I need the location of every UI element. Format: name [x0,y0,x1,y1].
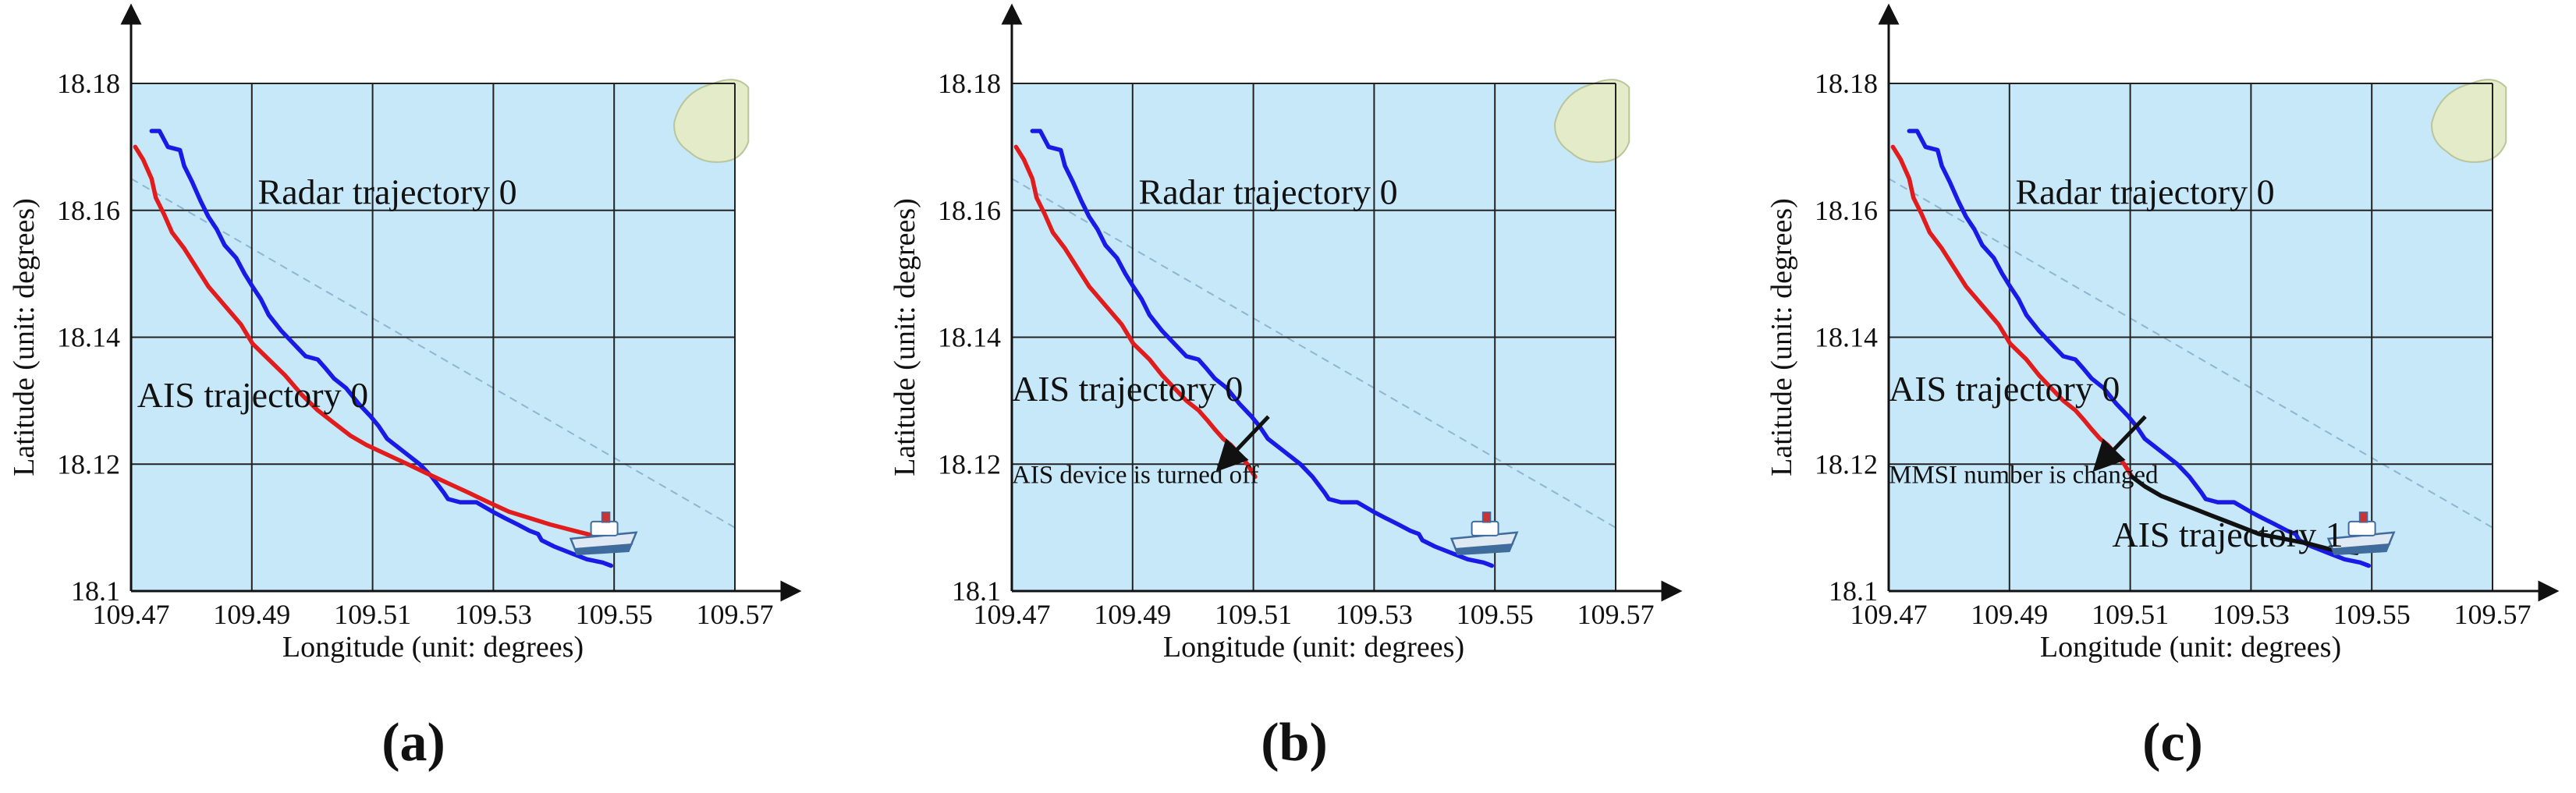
y-tick-label: 18.16 [57,195,120,226]
ship-cabin [2347,520,2376,536]
annotation-mmsi-changed: MMSI number is changed [1889,462,2159,490]
x-tick-label: 109.55 [1457,599,1534,630]
annotation-ais-trajectory-0: AIS trajectory 0 [1889,369,2120,409]
ship-cabin [1471,520,1499,536]
y-tick-label: 18.1 [71,575,120,607]
x-axis-label: Longitude (unit: degrees) [2040,631,2341,664]
y-tick-label: 18.14 [57,322,120,353]
ship-cabin [590,520,619,536]
x-tick-label: 109.47 [93,599,170,630]
x-tick-label: 109.53 [2212,599,2290,630]
annotation-radar-trajectory-0: Radar trajectory 0 [2016,172,2275,212]
x-tick-label: 109.49 [1971,599,2048,630]
x-tick-label: 109.57 [2454,599,2532,630]
panel-label: (b) [1261,713,1328,773]
route-dashed-line [1888,178,2493,529]
y-tick-label: 18.14 [938,322,1001,353]
x-tick-label: 109.51 [334,599,411,630]
series-line-radar-trajectory-0 [149,129,614,568]
x-tick-label: 109.51 [2092,599,2169,630]
x-tick-label: 109.47 [1850,599,1928,630]
annotation-ais-trajectory-1: AIS trajectory 1 [2112,515,2343,554]
panel-label: (c) [2142,713,2203,773]
ship-icon [2326,512,2396,556]
y-tick-label: 18.12 [57,448,120,480]
ship-funnel [1481,512,1492,523]
chart-panel-b: 109.47 109.49 109.51 109.53 109.55 109.5… [889,3,1683,773]
callout-arrow [1215,415,1270,473]
x-tick-label: 109.57 [697,599,774,630]
island-shape [1554,79,1630,163]
route-dashed-line [1011,178,1616,529]
y-axis-label: Latitude (unit: degrees) [8,198,41,476]
y-axis-label: Latitude (unit: degrees) [1765,198,1798,476]
y-tick-label: 18.12 [1815,448,1878,480]
annotation-ais-trajectory-0: AIS trajectory 0 [1012,369,1243,409]
panel-label: (a) [381,713,445,773]
ship-stripe [575,543,633,554]
annotation-ais-device-off: AIS device is turned off [1012,462,1258,490]
x-tick-label: 109.49 [213,599,290,630]
ship-stripe [2333,543,2391,554]
y-tick-label: 18.18 [938,68,1001,99]
y-tick-label: 18.16 [938,195,1001,226]
x-tick-label: 109.55 [576,599,653,630]
x-tick-label: 109.55 [2333,599,2411,630]
callout-arrow [2092,415,2147,473]
x-tick-label: 109.53 [455,599,532,630]
series-line-ais-trajectory-1 [2130,474,2359,555]
x-axis-label: Longitude (unit: degrees) [282,631,584,664]
chart-panel-a: 109.47 109.49 109.51 109.53 109.55 109.5… [8,3,802,773]
series-line-radar-trajectory-0 [1907,129,2372,568]
route-dashed-line [130,178,736,529]
chart-panel-c: 109.47 109.49 109.51 109.53 109.55 109.5… [1765,3,2560,773]
annotation-ais-trajectory-0: AIS trajectory 0 [137,375,368,415]
ship-funnel [2358,512,2368,523]
series-line-ais-trajectory-0 [133,144,601,540]
island-shape [673,79,750,163]
y-tick-label: 18.12 [938,448,1001,480]
y-tick-label: 18.16 [1815,195,1878,226]
y-tick-label: 18.18 [1815,68,1878,99]
x-tick-label: 109.57 [1577,599,1655,630]
y-tick-label: 18.1 [1829,575,1878,607]
x-tick-label: 109.49 [1094,599,1171,630]
y-axis-label: Latitude (unit: degrees) [889,198,921,476]
y-tick-label: 18.14 [1815,322,1878,353]
x-tick-label: 109.53 [1336,599,1413,630]
x-tick-label: 109.47 [974,599,1051,630]
x-tick-label: 109.51 [1215,599,1292,630]
y-tick-label: 18.1 [952,575,1001,607]
annotation-radar-trajectory-0: Radar trajectory 0 [258,172,517,212]
series-line-radar-trajectory-0 [1030,129,1495,568]
ship-stripe [1456,543,1514,554]
ship-funnel [601,512,611,523]
island-shape [2431,79,2507,163]
ship-icon [1449,512,1519,556]
ship-icon [569,512,638,556]
y-tick-label: 18.18 [57,68,120,99]
x-axis-label: Longitude (unit: degrees) [1163,631,1464,664]
annotation-radar-trajectory-0: Radar trajectory 0 [1139,172,1398,212]
